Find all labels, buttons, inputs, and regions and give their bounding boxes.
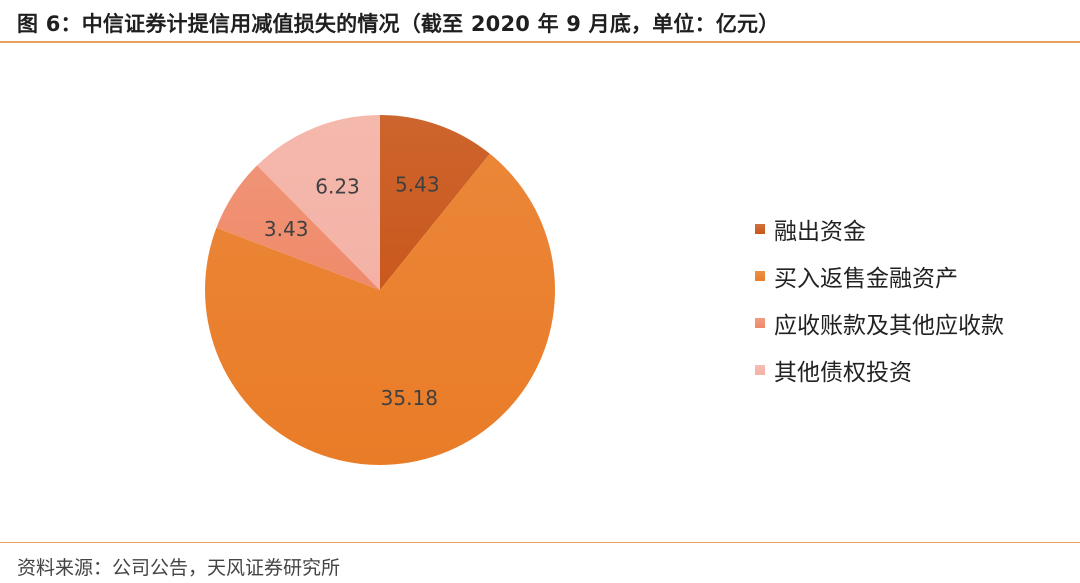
legend-item: 其他债权投资 xyxy=(755,346,1004,393)
pie-value-labels: 5.43 35.18 3.436.23 xyxy=(264,172,440,410)
slice-other-debt-investments xyxy=(257,115,380,290)
legend-swatch xyxy=(755,223,765,234)
chart-legend: 融出资金买入返售金融资产应收账款及其他应收款 其他债权投资 xyxy=(755,205,1004,393)
source-note: 资料来源：公司公告，天风证券研究所 xyxy=(17,557,341,579)
legend-swatch xyxy=(755,317,765,328)
legend-swatch xyxy=(755,270,765,281)
pie-slices xyxy=(204,115,555,465)
legend-label: 其他债权投资 xyxy=(774,359,912,386)
title-divider xyxy=(0,41,1080,43)
legend-label: 融出资金 xyxy=(774,218,866,245)
value-label-margin-financing: 5.43 xyxy=(395,172,440,196)
legend-item: 买入返售金融资产 xyxy=(755,252,1004,299)
legend-item: 融出资金 xyxy=(755,205,1004,252)
value-label-reverse-repo: 35.18 xyxy=(381,386,438,410)
value-label-other-debt-investments: 6.23 xyxy=(315,174,360,198)
slice-margin-financing xyxy=(380,115,490,290)
legend-swatch xyxy=(755,364,765,375)
pie-chart: 5.43 35.18 3.436.23 xyxy=(204,115,555,465)
legend-label: 买入返售金融资产 xyxy=(774,265,958,292)
legend-item: 应收账款及其他应收款 xyxy=(755,299,1004,346)
footer-divider xyxy=(0,542,1080,543)
figure-title: 图 6：中信证券计提信用减值损失的情况（截至 2020 年 9 月底，单位：亿元… xyxy=(17,12,780,36)
slice-reverse-repo xyxy=(204,153,555,465)
slice-receivables xyxy=(216,165,380,290)
value-label-receivables: 3.43 xyxy=(264,217,309,241)
legend-label: 应收账款及其他应收款 xyxy=(774,312,1004,339)
